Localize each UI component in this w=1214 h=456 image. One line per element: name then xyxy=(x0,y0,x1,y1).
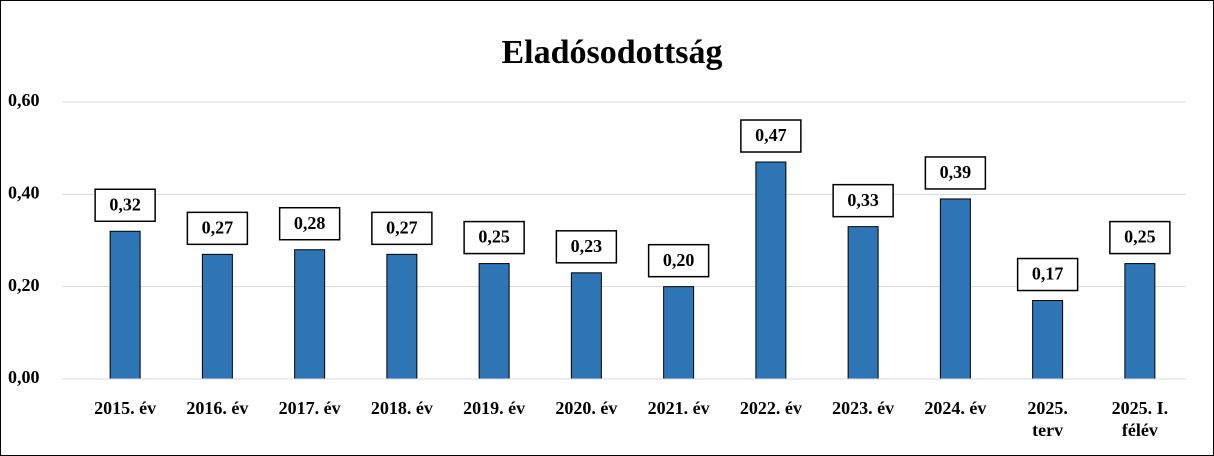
y-tick-label: 0,40 xyxy=(8,182,40,202)
data-label: 0,32 xyxy=(109,194,141,214)
data-label-box xyxy=(186,211,249,246)
bar xyxy=(109,230,141,380)
data-label: 0,25 xyxy=(478,227,510,247)
data-label-box xyxy=(94,188,156,223)
x-tick-label: 2021. év xyxy=(648,398,710,418)
bar xyxy=(939,198,971,380)
bar xyxy=(663,286,695,380)
data-label: 0,20 xyxy=(663,250,695,270)
x-tick-label: 2017. év xyxy=(279,398,341,418)
y-tick-label: 0,00 xyxy=(8,367,40,387)
x-tick-label: 2025. terv xyxy=(1027,398,1068,440)
data-label-box xyxy=(924,156,987,190)
data-label-box xyxy=(1109,220,1171,255)
bar xyxy=(1124,263,1156,380)
data-label-box xyxy=(555,230,618,264)
bar xyxy=(478,263,510,380)
x-tick-label: 2019. év xyxy=(463,398,525,418)
bar xyxy=(755,161,787,380)
chart-title: Eladósodottság xyxy=(501,34,722,71)
bar xyxy=(847,226,879,380)
y-tick-label: 0,20 xyxy=(8,275,40,295)
x-tick-label: 2024. év xyxy=(924,398,986,418)
data-label: 0,47 xyxy=(755,125,787,145)
data-label: 0,23 xyxy=(571,236,603,256)
data-label: 0,17 xyxy=(1032,264,1064,284)
x-tick-label: 2016. év xyxy=(186,398,248,418)
x-tick-label: 2020. év xyxy=(555,398,617,418)
bar xyxy=(386,253,418,380)
data-label: 0,33 xyxy=(847,190,879,210)
data-label-box xyxy=(278,206,341,241)
data-label: 0,25 xyxy=(1124,227,1156,247)
data-label-box xyxy=(371,211,433,246)
bar xyxy=(570,272,602,380)
data-label-box xyxy=(832,183,894,218)
x-tick-label: 2018. év xyxy=(371,398,433,418)
data-label: 0,27 xyxy=(202,217,234,237)
bar xyxy=(294,249,326,380)
y-tick-label: 0,60 xyxy=(8,90,40,110)
bar xyxy=(1032,300,1064,380)
x-tick-label: 2023. év xyxy=(832,398,894,418)
data-label-box xyxy=(740,119,802,153)
data-label: 0,28 xyxy=(294,213,326,233)
x-tick-label: 2025. I. félév xyxy=(1112,398,1169,440)
data-label-box xyxy=(647,243,710,278)
data-label-box xyxy=(1016,257,1079,292)
data-label: 0,27 xyxy=(386,217,418,237)
bar xyxy=(201,253,233,380)
data-label: 0,39 xyxy=(940,162,972,182)
data-label-box xyxy=(463,220,525,255)
x-tick-label: 2022. év xyxy=(740,398,802,418)
x-tick-label: 2015. év xyxy=(94,398,156,418)
